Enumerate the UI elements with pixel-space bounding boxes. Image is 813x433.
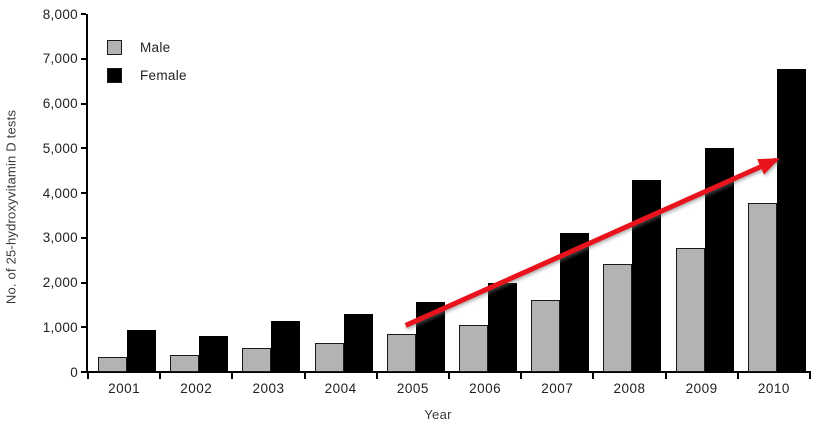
x-tick — [592, 373, 595, 379]
x-tick-label: 2009 — [685, 381, 718, 396]
x-tick-label: 2008 — [613, 381, 646, 396]
y-tick-label: 4,000 — [42, 185, 78, 201]
y-tick-label: 3,000 — [42, 230, 78, 246]
x-axis-line — [86, 371, 811, 373]
y-tick-label: 1,000 — [42, 319, 78, 335]
x-tick-label: 2010 — [757, 381, 790, 396]
x-tick — [520, 373, 523, 379]
x-tick — [809, 373, 811, 379]
legend-label: Female — [140, 68, 187, 83]
x-tick-label: 2002 — [180, 381, 213, 396]
bar-male-2005 — [386, 333, 416, 372]
legend-label: Male — [140, 40, 171, 55]
x-tick — [736, 373, 739, 379]
bar-male-2010 — [747, 203, 777, 372]
x-tick-label: 2003 — [252, 381, 285, 396]
y-tick-label: 0 — [70, 364, 78, 380]
bar-female-2010 — [776, 68, 806, 372]
y-tick-label: 8,000 — [42, 6, 78, 22]
bar-female-2007 — [560, 233, 590, 372]
y-tick — [81, 281, 86, 284]
x-tick — [375, 373, 378, 379]
legend-swatch-male — [107, 40, 122, 55]
legend-swatch-female — [107, 68, 122, 83]
y-tick — [81, 147, 86, 150]
bar-female-2003 — [271, 320, 301, 372]
x-axis-title: Year — [424, 407, 452, 422]
x-tick — [448, 373, 450, 379]
bar-male-2003 — [242, 348, 272, 372]
x-tick-label: 2007 — [541, 381, 574, 396]
bar-male-2001 — [98, 357, 127, 372]
y-tick-label: 7,000 — [42, 51, 78, 67]
legend-item-male: Male — [107, 40, 170, 55]
y-tick — [81, 326, 86, 329]
x-tick — [159, 373, 162, 379]
bar-female-2001 — [127, 330, 156, 372]
x-tick — [303, 373, 306, 379]
x-tick-label: 2001 — [108, 381, 141, 396]
bar-female-2006 — [488, 282, 517, 372]
bar-male-2008 — [603, 263, 633, 372]
bar-male-2009 — [675, 247, 705, 372]
y-tick — [81, 192, 86, 194]
bar-female-2004 — [343, 313, 373, 372]
bar-male-2007 — [531, 299, 561, 372]
y-tick-label: 6,000 — [42, 96, 78, 111]
x-tick-label: 2006 — [469, 381, 502, 396]
y-tick — [81, 371, 86, 373]
x-tick-label: 2005 — [396, 381, 429, 396]
bar-female-2008 — [632, 179, 662, 372]
bar-female-2005 — [415, 302, 445, 372]
legend-item-female: Female — [107, 68, 187, 83]
y-axis-line — [86, 14, 88, 373]
bar-male-2004 — [314, 342, 344, 372]
y-tick — [81, 13, 86, 15]
x-tick — [231, 373, 234, 379]
bar-female-2002 — [199, 335, 229, 372]
bar-male-2006 — [459, 325, 488, 372]
y-tick-label: 5,000 — [42, 140, 78, 156]
x-tick-label: 2004 — [324, 381, 357, 396]
x-tick — [664, 373, 667, 379]
y-tick — [81, 236, 86, 239]
y-tick-label: 2,000 — [42, 275, 78, 290]
x-tick — [87, 373, 89, 379]
y-tick — [81, 102, 86, 105]
bar-female-2009 — [704, 148, 734, 372]
bar-male-2002 — [170, 355, 200, 372]
y-tick — [81, 57, 86, 60]
